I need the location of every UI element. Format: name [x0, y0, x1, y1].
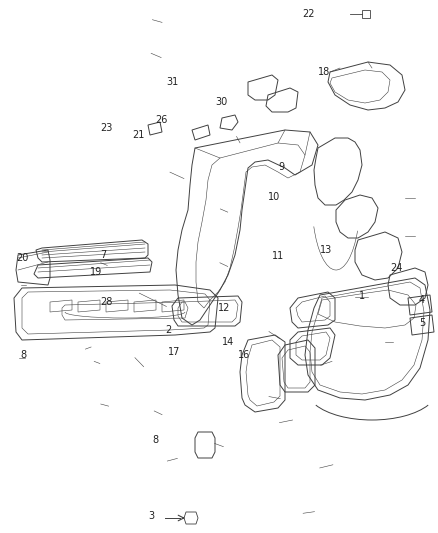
- Text: 17: 17: [168, 347, 180, 357]
- Text: 21: 21: [132, 130, 145, 140]
- Text: 14: 14: [222, 337, 234, 347]
- Text: 13: 13: [320, 245, 332, 255]
- Text: 9: 9: [278, 162, 284, 172]
- Text: 5: 5: [419, 318, 425, 328]
- Text: 1: 1: [359, 291, 365, 301]
- Text: 24: 24: [390, 263, 403, 273]
- Text: 3: 3: [148, 511, 154, 521]
- Text: 4: 4: [419, 295, 425, 305]
- Text: 16: 16: [238, 350, 250, 360]
- Text: 7: 7: [100, 250, 106, 260]
- Text: 2: 2: [165, 325, 171, 335]
- Text: 18: 18: [318, 67, 330, 77]
- Text: 26: 26: [155, 115, 167, 125]
- Text: 8: 8: [152, 435, 158, 445]
- Text: 10: 10: [268, 192, 280, 202]
- Text: 22: 22: [302, 9, 314, 19]
- Text: 20: 20: [16, 253, 28, 263]
- Text: 11: 11: [272, 251, 284, 261]
- Text: 23: 23: [100, 123, 113, 133]
- Text: 12: 12: [218, 303, 230, 313]
- Text: 28: 28: [100, 297, 113, 307]
- Text: 30: 30: [215, 97, 227, 107]
- Text: 31: 31: [166, 77, 178, 87]
- Text: 8: 8: [20, 350, 26, 360]
- Text: 19: 19: [90, 267, 102, 277]
